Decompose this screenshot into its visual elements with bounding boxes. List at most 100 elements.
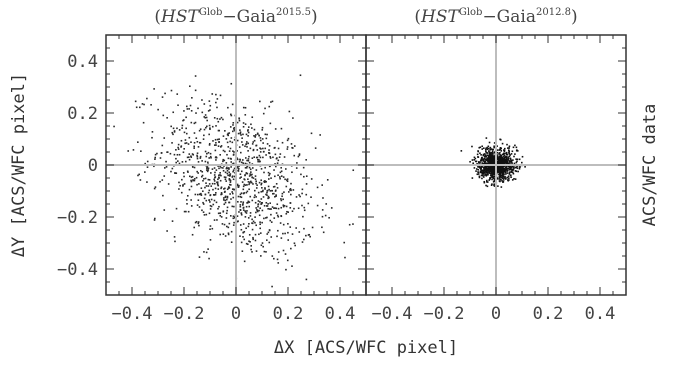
data-point <box>491 172 493 175</box>
data-point <box>260 182 263 185</box>
data-point <box>209 228 211 231</box>
data-point <box>499 168 501 171</box>
data-point <box>213 144 216 146</box>
data-point <box>277 251 280 253</box>
data-point <box>244 106 247 109</box>
data-point <box>492 155 495 158</box>
data-point <box>238 165 240 168</box>
data-point <box>508 168 511 171</box>
data-point <box>249 212 252 214</box>
data-point <box>485 174 488 177</box>
data-point <box>242 209 245 211</box>
data-point <box>510 168 513 170</box>
data-point <box>242 236 244 238</box>
data-point <box>493 142 496 144</box>
data-point <box>193 226 196 229</box>
data-point <box>224 150 226 153</box>
data-point <box>280 170 283 173</box>
data-point <box>501 153 504 156</box>
data-point <box>227 187 230 189</box>
data-point <box>236 166 238 168</box>
data-point <box>475 170 477 172</box>
data-point <box>194 75 197 77</box>
data-point <box>222 167 224 169</box>
data-point <box>516 167 519 170</box>
data-point <box>268 229 271 231</box>
data-point <box>479 160 482 162</box>
data-point <box>299 74 302 77</box>
data-point <box>287 239 290 241</box>
data-point <box>252 238 254 241</box>
data-point <box>514 166 517 169</box>
data-point <box>264 180 266 182</box>
data-point <box>209 155 212 158</box>
data-point <box>269 122 272 125</box>
data-point <box>488 172 491 174</box>
data-point <box>206 119 208 122</box>
data-point <box>194 89 197 92</box>
data-point <box>490 167 492 169</box>
data-point <box>279 177 281 180</box>
data-point <box>154 153 157 156</box>
data-point <box>190 141 192 143</box>
data-point <box>230 241 233 243</box>
data-point <box>303 227 305 230</box>
data-point <box>505 173 507 175</box>
data-point <box>324 214 327 217</box>
data-point <box>490 151 493 154</box>
data-point <box>206 170 209 173</box>
data-point <box>493 169 496 172</box>
data-point <box>198 224 200 227</box>
data-point <box>502 168 504 170</box>
data-point <box>244 211 247 213</box>
data-point <box>201 170 204 173</box>
data-point <box>217 145 220 147</box>
data-point <box>506 170 508 172</box>
data-point <box>491 171 493 174</box>
data-point <box>236 158 239 161</box>
data-point <box>352 169 355 172</box>
data-point <box>214 187 217 190</box>
data-point <box>273 169 275 171</box>
data-point <box>224 195 227 198</box>
data-point <box>521 155 524 158</box>
data-point <box>483 180 486 183</box>
data-point <box>174 172 176 174</box>
data-point <box>191 233 194 236</box>
data-point <box>486 157 489 160</box>
data-point <box>270 221 273 223</box>
data-point <box>480 174 483 177</box>
data-point <box>485 171 488 173</box>
data-point <box>195 112 197 114</box>
data-point <box>203 197 206 200</box>
data-point <box>488 158 491 161</box>
data-point <box>493 145 495 148</box>
data-point <box>293 145 296 147</box>
data-point <box>210 172 212 174</box>
data-point <box>225 138 228 140</box>
data-point <box>286 259 289 262</box>
data-point <box>486 154 489 157</box>
data-point <box>247 159 250 162</box>
data-point <box>159 180 161 183</box>
data-point <box>498 155 500 158</box>
data-point <box>504 170 506 172</box>
data-point <box>492 162 495 165</box>
data-point <box>492 175 495 178</box>
data-point <box>164 92 166 95</box>
data-point <box>485 147 487 150</box>
data-point <box>506 176 509 179</box>
data-point <box>231 103 234 106</box>
data-point <box>241 144 244 146</box>
data-point <box>196 193 199 196</box>
data-point <box>216 219 218 221</box>
data-point <box>481 166 484 168</box>
data-point <box>257 158 259 161</box>
data-point <box>213 199 216 202</box>
data-point <box>493 173 495 176</box>
data-point <box>196 152 199 155</box>
data-point <box>261 190 264 193</box>
data-point <box>498 161 501 164</box>
data-point <box>277 262 280 264</box>
data-point <box>274 163 276 165</box>
